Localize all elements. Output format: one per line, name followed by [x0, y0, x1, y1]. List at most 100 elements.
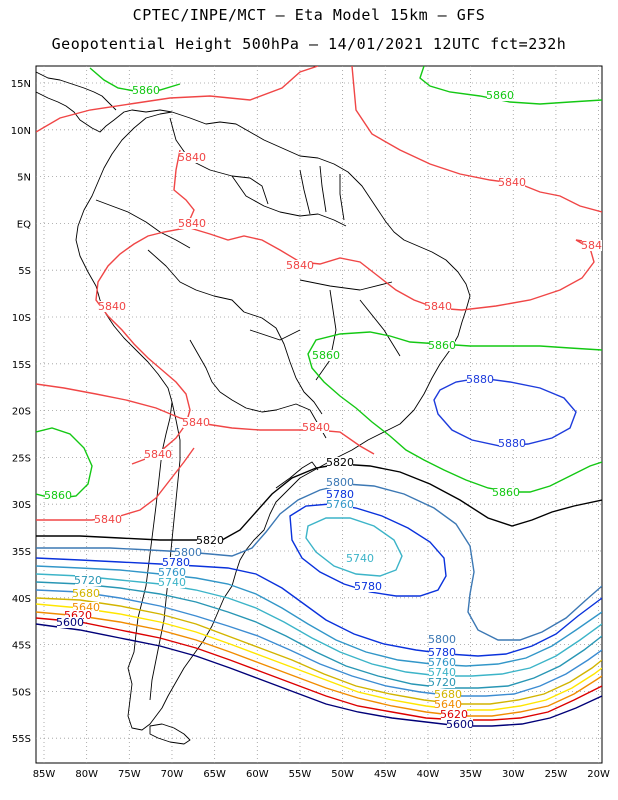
contour-label-5780: 5780 [428, 646, 456, 659]
contour-label-5840: 5840 [581, 239, 609, 252]
contour-label-bg [435, 689, 461, 700]
contour-label-5740: 5740 [158, 576, 186, 589]
contour-label-5680: 5680 [72, 587, 100, 600]
coastlines-borders [36, 71, 471, 745]
contour-labels: 5860 5860 5860 5860 5860 5860 5840 5840 5840 5840… [44, 84, 609, 731]
lon-label: 60W [246, 769, 269, 780]
contour-5860-north [89, 67, 181, 93]
contour-label-5880: 5880 [466, 373, 494, 386]
contour-label-bg [441, 709, 467, 720]
central-america-north [36, 71, 117, 111]
border-chile-argentina [149, 401, 181, 701]
contour-label-5860: 5860 [486, 89, 514, 102]
contour-label-5840: 5840 [178, 217, 206, 230]
contour-label-bg [99, 301, 125, 312]
contour-label-bg [73, 602, 99, 613]
contour-5640 [36, 611, 602, 717]
contour-label-bg [429, 657, 455, 668]
contour-5840-south [36, 383, 375, 455]
border-peru-brazil [147, 249, 245, 313]
lat-label: 40S [12, 594, 31, 605]
lon-label: 25W [545, 769, 568, 780]
contour-label-bg [303, 422, 329, 433]
lon-label: 45W [374, 769, 397, 780]
south-america-coast [75, 111, 471, 731]
contour-5680 [36, 597, 602, 705]
border-uruguay [275, 461, 319, 489]
lon-label: 40W [417, 769, 440, 780]
lat-label: EQ [17, 219, 31, 230]
contour-label-5860: 5860 [312, 349, 340, 362]
lat-label: 25S [12, 453, 31, 464]
contour-label-bg [429, 647, 455, 658]
contour-label-5840: 5840 [94, 513, 122, 526]
contour-label-bg [163, 557, 189, 568]
contour-label-5840: 5840 [302, 421, 330, 434]
border-guianas [299, 165, 345, 221]
contour-label-5800: 5800 [326, 476, 354, 489]
contour-5660 [36, 603, 602, 711]
lon-label: 55W [289, 769, 312, 780]
lon-label: 75W [118, 769, 141, 780]
contour-label-bg [45, 490, 71, 501]
contour-5840-north [36, 66, 319, 133]
lon-label: 35W [459, 769, 482, 780]
contour-label-bg [499, 177, 525, 188]
contour-label-bg [467, 374, 493, 385]
contour-5740-low [305, 517, 403, 577]
contour-label-bg [327, 489, 353, 500]
lat-label: 20S [12, 407, 31, 418]
contour-label-5640: 5640 [434, 698, 462, 711]
contour-label-bg [183, 417, 209, 428]
contour-label-bg [447, 719, 473, 730]
border-peru-bolivia [189, 339, 221, 393]
lat-label: 10N [11, 126, 31, 137]
contour-label-bg [197, 535, 223, 546]
contour-label-5800: 5800 [174, 546, 202, 559]
lon-label: 80W [75, 769, 98, 780]
contour-5720 [36, 581, 602, 689]
contour-label-bg [493, 487, 519, 498]
contour-5880-high [433, 377, 577, 447]
contour-label-bg [73, 588, 99, 599]
contour-label-bg [487, 90, 513, 101]
graticule [36, 66, 602, 763]
contour-label-bg [57, 617, 83, 628]
contour-5840-outer [351, 66, 602, 213]
title-line-1: CPTEC/INPE/MCT – Eta Model 15km – GFS [132, 6, 486, 24]
contour-label-5820: 5820 [326, 456, 354, 469]
lon-label: 20W [587, 769, 610, 780]
contour-label-bg [429, 677, 455, 688]
lat-label: 5S [18, 266, 31, 277]
contour-label-5720: 5720 [428, 676, 456, 689]
title-line-2: Geopotential Height 500hPa – 14/01/2021 … [51, 35, 567, 53]
contour-label-bg [355, 581, 381, 592]
contour-label-bg [327, 457, 353, 468]
lat-label: 15S [12, 360, 31, 371]
lon-label: 65W [203, 769, 226, 780]
contour-label-5780: 5780 [162, 556, 190, 569]
contour-label-5740: 5740 [346, 552, 374, 565]
contour-label-bg [65, 610, 91, 621]
contour-label-5800: 5800 [428, 633, 456, 646]
contour-label-5860: 5860 [492, 486, 520, 499]
contour-label-5720: 5720 [74, 574, 102, 587]
lat-label: 55S [12, 734, 31, 745]
contour-label-bg [145, 449, 171, 460]
contour-label-bg [175, 547, 201, 558]
border-bolivia-paraguay-argentina [219, 391, 327, 439]
contour-5840-amazon [189, 227, 602, 311]
map-frame [35, 65, 603, 764]
lon-label: 85W [33, 769, 56, 780]
contour-label-5600: 5600 [56, 616, 84, 629]
contour-label-bg [429, 634, 455, 645]
central-america-coast [36, 91, 173, 133]
tierra-del-fuego [149, 723, 191, 745]
contour-label-5680: 5680 [434, 688, 462, 701]
contour-label-bg [429, 667, 455, 678]
contour-label-5840: 5840 [178, 151, 206, 164]
contour-label-bg [179, 218, 205, 229]
contour-5860-northeast [419, 66, 602, 105]
contour-label-5740: 5740 [428, 666, 456, 679]
